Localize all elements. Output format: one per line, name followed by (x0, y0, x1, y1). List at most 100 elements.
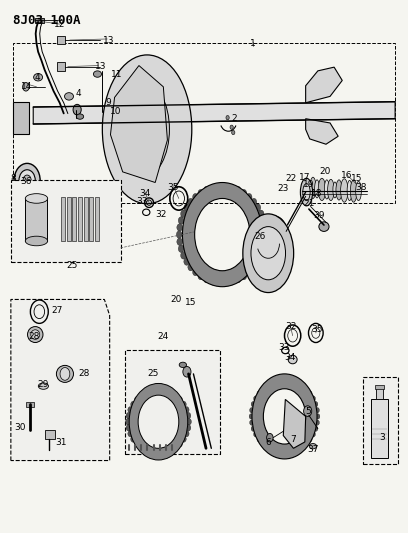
Text: 13: 13 (95, 62, 106, 71)
Ellipse shape (56, 366, 73, 382)
Text: 26: 26 (255, 232, 266, 241)
Text: 35: 35 (311, 325, 323, 334)
Circle shape (308, 391, 312, 396)
Circle shape (283, 235, 286, 239)
Circle shape (315, 420, 319, 425)
Bar (375, 384, 384, 389)
Bar (78, 197, 82, 241)
Circle shape (177, 224, 182, 231)
Circle shape (304, 386, 308, 392)
Text: 5: 5 (305, 407, 310, 416)
Text: 30: 30 (14, 423, 26, 432)
Circle shape (314, 401, 318, 407)
Ellipse shape (33, 74, 42, 81)
Text: 12: 12 (54, 20, 65, 29)
Circle shape (210, 184, 215, 192)
Circle shape (299, 445, 303, 450)
Circle shape (249, 414, 253, 419)
Circle shape (182, 401, 186, 408)
Ellipse shape (309, 443, 317, 449)
Text: 19: 19 (303, 180, 315, 189)
Circle shape (261, 441, 265, 447)
Circle shape (282, 449, 286, 455)
Circle shape (271, 447, 275, 453)
Circle shape (315, 408, 319, 413)
Circle shape (204, 187, 209, 193)
Circle shape (250, 408, 254, 413)
Text: 33: 33 (279, 343, 290, 352)
Circle shape (308, 437, 312, 442)
Circle shape (131, 401, 135, 408)
Circle shape (128, 431, 133, 437)
Circle shape (257, 437, 261, 442)
Circle shape (144, 447, 149, 454)
Text: 13: 13 (103, 36, 114, 45)
Circle shape (128, 407, 133, 413)
Ellipse shape (25, 236, 48, 246)
Circle shape (139, 445, 144, 451)
Ellipse shape (315, 180, 319, 198)
Text: 28: 28 (78, 369, 90, 378)
Ellipse shape (38, 383, 49, 389)
Text: 20: 20 (171, 295, 182, 304)
Circle shape (266, 383, 270, 388)
Circle shape (294, 380, 298, 385)
Circle shape (156, 450, 161, 456)
Bar (84, 197, 88, 241)
Circle shape (131, 436, 135, 442)
Text: 7: 7 (290, 435, 295, 444)
Bar (26, 401, 34, 407)
Text: 23: 23 (277, 184, 289, 193)
Ellipse shape (251, 227, 286, 280)
Circle shape (251, 198, 257, 206)
Bar (25, 198, 47, 241)
Circle shape (258, 252, 264, 259)
Polygon shape (11, 300, 110, 461)
Bar (11, 180, 121, 262)
Circle shape (216, 183, 222, 191)
Circle shape (261, 217, 266, 224)
Circle shape (177, 397, 182, 403)
Text: 6: 6 (265, 439, 271, 448)
Circle shape (144, 390, 149, 396)
Text: 27: 27 (51, 305, 62, 314)
Circle shape (230, 125, 233, 130)
Text: 15: 15 (351, 174, 362, 183)
Circle shape (316, 414, 320, 419)
Circle shape (198, 189, 204, 197)
Text: 32: 32 (286, 321, 297, 330)
Circle shape (232, 131, 235, 135)
Circle shape (186, 425, 191, 431)
Ellipse shape (31, 330, 40, 340)
Text: 16: 16 (341, 171, 353, 180)
Text: 4: 4 (35, 72, 40, 82)
Circle shape (246, 268, 252, 276)
Text: 1: 1 (250, 39, 256, 48)
Ellipse shape (336, 180, 342, 200)
Text: 11: 11 (111, 70, 122, 78)
Circle shape (210, 278, 215, 285)
Ellipse shape (25, 193, 48, 203)
Ellipse shape (64, 93, 73, 100)
Text: 37: 37 (307, 446, 319, 455)
Ellipse shape (288, 356, 297, 364)
Circle shape (173, 393, 178, 399)
Circle shape (183, 367, 191, 377)
Circle shape (173, 445, 178, 451)
Text: 14: 14 (22, 82, 33, 91)
Text: 33: 33 (136, 197, 148, 206)
Text: 25: 25 (147, 369, 159, 378)
Circle shape (314, 426, 318, 431)
Circle shape (178, 217, 184, 224)
Circle shape (184, 204, 190, 212)
Circle shape (255, 204, 261, 212)
Circle shape (311, 432, 315, 437)
Text: 8J03 100A: 8J03 100A (13, 14, 80, 27)
Circle shape (283, 232, 286, 237)
Circle shape (281, 239, 284, 244)
Circle shape (229, 278, 235, 285)
Text: 39: 39 (313, 211, 324, 220)
Text: 17: 17 (299, 173, 310, 182)
Circle shape (150, 388, 155, 394)
Ellipse shape (350, 180, 357, 202)
